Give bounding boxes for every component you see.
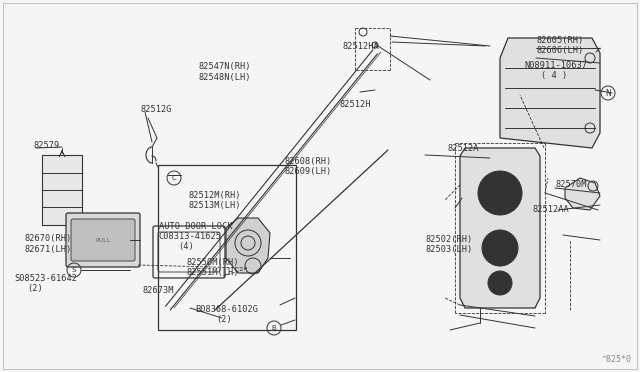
- Text: AUTO DOOR LOCK: AUTO DOOR LOCK: [159, 222, 232, 231]
- Text: 82512M(RH): 82512M(RH): [189, 191, 241, 200]
- Circle shape: [482, 230, 518, 266]
- Text: S08523-61642: S08523-61642: [14, 274, 77, 283]
- Text: 82513M(LH): 82513M(LH): [189, 201, 241, 210]
- Text: 82502(RH): 82502(RH): [426, 235, 473, 244]
- Polygon shape: [565, 178, 600, 210]
- Text: 82673M: 82673M: [142, 286, 173, 295]
- Text: N08911-10637: N08911-10637: [525, 61, 588, 70]
- Text: C: C: [172, 175, 177, 181]
- Text: B: B: [271, 325, 276, 331]
- Text: S: S: [72, 267, 76, 273]
- Text: 82512HA: 82512HA: [342, 42, 379, 51]
- Text: (2): (2): [27, 284, 43, 293]
- Circle shape: [478, 171, 522, 215]
- Text: C08313-41625: C08313-41625: [159, 232, 221, 241]
- Circle shape: [488, 271, 512, 295]
- Text: 82512A: 82512A: [448, 144, 479, 153]
- Text: PULL: PULL: [95, 237, 111, 243]
- Text: 82579: 82579: [33, 141, 60, 150]
- Bar: [158, 165, 296, 330]
- Polygon shape: [460, 148, 540, 308]
- Text: 82605(RH): 82605(RH): [536, 36, 584, 45]
- Text: 82547N(RH): 82547N(RH): [198, 62, 251, 71]
- Text: 82548N(LH): 82548N(LH): [198, 73, 251, 82]
- Text: 82512AA: 82512AA: [532, 205, 569, 214]
- Circle shape: [492, 185, 508, 201]
- Text: 82503(LH): 82503(LH): [426, 246, 473, 254]
- Text: 82609(LH): 82609(LH): [285, 167, 332, 176]
- Circle shape: [495, 243, 505, 253]
- Text: 82608(RH): 82608(RH): [285, 157, 332, 166]
- FancyBboxPatch shape: [66, 213, 140, 267]
- FancyBboxPatch shape: [71, 219, 135, 261]
- Polygon shape: [500, 38, 600, 148]
- Text: N: N: [605, 89, 611, 97]
- Text: B08368-6102G: B08368-6102G: [195, 305, 258, 314]
- Text: (2): (2): [216, 315, 232, 324]
- Text: ( 4 ): ( 4 ): [541, 71, 567, 80]
- Text: (4): (4): [178, 242, 194, 251]
- Text: 82670(RH): 82670(RH): [24, 234, 72, 243]
- Text: 82606(LH): 82606(LH): [536, 46, 584, 55]
- Text: 82512G: 82512G: [141, 105, 172, 114]
- Text: 82671(LH): 82671(LH): [24, 245, 72, 254]
- Text: 82551M(LH): 82551M(LH): [187, 268, 239, 277]
- Text: 82570M: 82570M: [556, 180, 587, 189]
- Text: 82550M(RH): 82550M(RH): [187, 258, 239, 267]
- Polygon shape: [226, 218, 270, 273]
- Text: ^825*0: ^825*0: [602, 355, 632, 364]
- Text: 82512H: 82512H: [339, 100, 371, 109]
- Bar: [42, 155, 82, 225]
